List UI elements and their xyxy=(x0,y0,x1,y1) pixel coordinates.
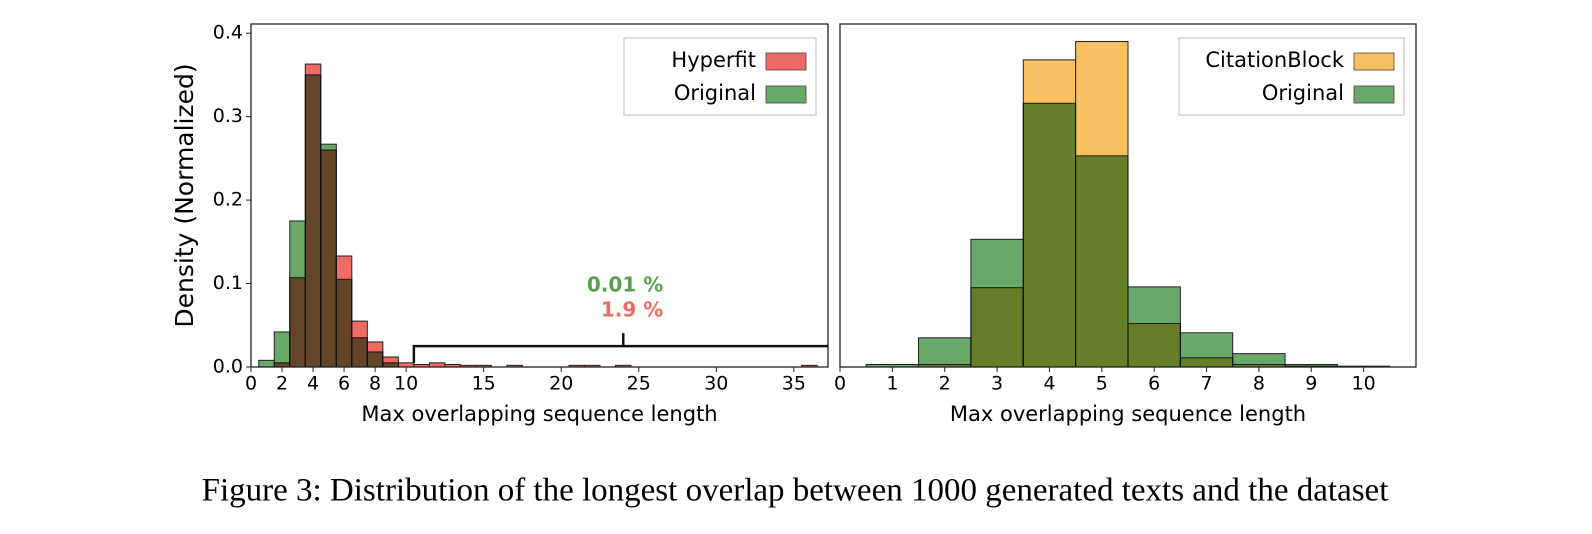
x-tick-label: 8 xyxy=(369,373,381,395)
x-tick-label: 1 xyxy=(886,373,898,395)
bar xyxy=(1232,353,1286,368)
annotation: 0.01 % xyxy=(587,273,663,297)
bar xyxy=(366,351,384,368)
y-tick-label: 0.0 xyxy=(213,356,243,378)
x-tick-label: 8 xyxy=(1253,373,1265,395)
y-axis-label: Density (Normalized) xyxy=(170,63,199,327)
x-tick-label: 4 xyxy=(307,373,319,395)
bar xyxy=(320,143,337,368)
x-tick-label: 2 xyxy=(939,373,951,395)
x-tick-label: 0 xyxy=(834,373,846,395)
x-tick-label: 9 xyxy=(1305,373,1317,395)
bar xyxy=(1075,155,1129,368)
legend-label: Original xyxy=(674,81,756,105)
legend-swatch xyxy=(1353,52,1395,71)
x-tick-label: 6 xyxy=(338,373,350,395)
x-tick-label: 35 xyxy=(782,373,806,395)
x-tick-label: 30 xyxy=(704,373,728,395)
legend-label: Original xyxy=(1262,81,1344,105)
x-tick-label: 7 xyxy=(1200,373,1212,395)
x-axis-label: Max overlapping sequence length xyxy=(361,402,717,426)
axes-frame xyxy=(250,23,829,368)
bracket xyxy=(412,333,828,363)
bar xyxy=(304,74,322,368)
x-tick-label: 6 xyxy=(1148,373,1160,395)
x-tick-label: 25 xyxy=(627,373,651,395)
y-tick-label: 0.2 xyxy=(213,189,243,211)
x-tick-label: 4 xyxy=(1043,373,1055,395)
x-tick-label: 0 xyxy=(245,373,257,395)
y-tick-label: 0.1 xyxy=(213,272,243,294)
annotation: 1.9 % xyxy=(601,298,663,322)
caption: Figure 3: Distribution of the longest ov… xyxy=(202,473,1389,509)
legend-swatch xyxy=(765,52,807,71)
x-tick-label: 10 xyxy=(394,373,418,395)
y-tick-label: 0.4 xyxy=(213,22,243,44)
bar xyxy=(351,337,368,368)
legend-swatch xyxy=(1353,85,1395,104)
axes-frame xyxy=(839,23,1417,368)
legend-label: CitationBlock xyxy=(1205,48,1344,72)
x-tick-label: 5 xyxy=(1096,373,1108,395)
legend-label: Hyperfit xyxy=(671,48,756,72)
x-tick-label: 2 xyxy=(276,373,288,395)
bar xyxy=(289,220,306,368)
bar xyxy=(1022,102,1077,368)
bar xyxy=(335,278,353,368)
x-tick-label: 20 xyxy=(549,373,573,395)
x-tick-label: 15 xyxy=(472,373,496,395)
bar xyxy=(258,359,275,368)
bar xyxy=(970,238,1024,368)
x-axis-label: Max overlapping sequence length xyxy=(950,402,1306,426)
y-tick-label: 0.3 xyxy=(213,105,243,127)
bar xyxy=(1127,286,1181,368)
x-tick-label: 3 xyxy=(991,373,1003,395)
bar xyxy=(918,337,972,368)
series xyxy=(258,74,399,368)
legend-swatch xyxy=(765,85,807,104)
bar xyxy=(1179,332,1234,368)
x-tick-label: 10 xyxy=(1352,373,1376,395)
bar xyxy=(273,331,291,368)
